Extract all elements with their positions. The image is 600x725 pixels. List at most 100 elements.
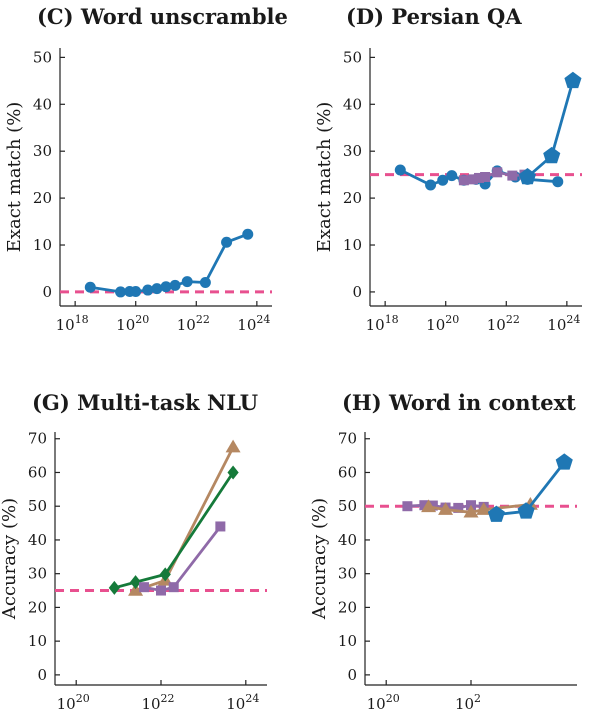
x-tick-label: 1020 bbox=[116, 313, 149, 334]
y-tick-label: 40 bbox=[338, 531, 357, 549]
y-axis-label: Exact match (%) bbox=[4, 102, 25, 253]
x-tick-power: 20 bbox=[135, 313, 149, 326]
x-tick-power: 18 bbox=[75, 313, 89, 326]
x-tick-power: 22 bbox=[161, 692, 175, 705]
data-point-circle bbox=[552, 176, 564, 188]
x-tick-label: 1024 bbox=[237, 313, 270, 334]
y-tick-label: 20 bbox=[28, 598, 47, 616]
y-tick-label: 30 bbox=[338, 565, 357, 583]
data-point-circle bbox=[242, 228, 254, 240]
y-tick-label: 30 bbox=[33, 142, 52, 160]
y-axis-label: Accuracy (%) bbox=[0, 498, 20, 620]
data-point-triangle bbox=[128, 583, 144, 596]
data-point-diamond bbox=[227, 465, 239, 480]
x-tick-base: 10 bbox=[56, 316, 75, 334]
data-point-circle bbox=[425, 179, 437, 191]
chart-title: (C) Word unscramble bbox=[37, 4, 288, 29]
y-tick-label: 30 bbox=[28, 565, 47, 583]
x-tick-label: 1022 bbox=[177, 313, 210, 334]
x-tick-label: 1024 bbox=[226, 692, 259, 713]
data-point-circle bbox=[394, 164, 406, 176]
series-diamond bbox=[108, 465, 239, 595]
data-point-square bbox=[492, 167, 503, 178]
x-tick-label: 1022 bbox=[141, 692, 174, 713]
data-point-pentagon bbox=[564, 71, 582, 89]
y-tick-label: 10 bbox=[343, 236, 362, 254]
x-tick-power: 2 bbox=[474, 692, 481, 705]
x-tick-base: 10 bbox=[487, 316, 506, 334]
x-tick-label: 1020 bbox=[426, 313, 459, 334]
data-point-circle bbox=[130, 285, 142, 297]
data-point-square bbox=[215, 521, 226, 532]
data-point-square bbox=[139, 582, 150, 593]
data-point-triangle bbox=[225, 439, 241, 453]
data-point-triangle bbox=[438, 502, 454, 515]
x-tick-label: 1018 bbox=[56, 313, 89, 334]
series-square bbox=[139, 521, 226, 596]
data-point-square bbox=[402, 501, 413, 512]
data-point-square bbox=[453, 502, 464, 513]
x-tick-power: 20 bbox=[445, 313, 459, 326]
data-point-pentagon bbox=[518, 168, 536, 185]
series-pentagon bbox=[487, 453, 573, 522]
data-point-square bbox=[467, 174, 478, 185]
data-point-circle bbox=[437, 174, 449, 186]
series-circle bbox=[84, 228, 254, 298]
y-tick-label: 0 bbox=[347, 666, 357, 684]
y-tick-label: 70 bbox=[28, 430, 47, 448]
y-axis-label: Accuracy (%) bbox=[309, 498, 330, 620]
x-tick-label: 1020 bbox=[367, 692, 400, 713]
x-tick-base: 10 bbox=[426, 316, 445, 334]
data-point-circle bbox=[84, 281, 96, 293]
data-point-square bbox=[474, 172, 485, 183]
chart-title: (H) Word in context bbox=[342, 390, 576, 415]
series-pentagon bbox=[518, 71, 582, 185]
x-tick-power: 24 bbox=[566, 313, 580, 326]
data-point-triangle bbox=[476, 502, 492, 515]
y-tick-label: 20 bbox=[33, 189, 52, 207]
data-point-circle bbox=[181, 276, 193, 288]
y-tick-label: 60 bbox=[338, 463, 357, 481]
data-point-square bbox=[458, 175, 469, 186]
x-tick-base: 10 bbox=[57, 695, 76, 713]
data-point-square bbox=[168, 582, 179, 593]
y-tick-label: 0 bbox=[37, 666, 47, 684]
y-tick-label: 20 bbox=[338, 598, 357, 616]
y-tick-label: 10 bbox=[28, 632, 47, 650]
x-tick-power: 24 bbox=[256, 313, 270, 326]
y-tick-label: 60 bbox=[28, 463, 47, 481]
data-point-circle bbox=[160, 281, 172, 293]
y-tick-label: 0 bbox=[42, 283, 52, 301]
x-tick-base: 10 bbox=[141, 695, 160, 713]
y-tick-label: 0 bbox=[352, 283, 362, 301]
y-tick-label: 10 bbox=[33, 236, 52, 254]
x-tick-label: 1024 bbox=[547, 313, 580, 334]
data-point-pentagon bbox=[487, 505, 505, 522]
data-point-diamond bbox=[129, 575, 142, 590]
data-point-circle bbox=[142, 284, 154, 296]
y-tick-label: 20 bbox=[343, 189, 362, 207]
chart-title: (D) Persian QA bbox=[346, 4, 522, 29]
y-tick-label: 10 bbox=[338, 632, 357, 650]
x-tick-label: 102 bbox=[455, 692, 481, 713]
x-tick-label: 1020 bbox=[57, 692, 90, 713]
data-point-pentagon bbox=[555, 453, 573, 470]
x-tick-power: 20 bbox=[76, 692, 90, 705]
series-line bbox=[135, 446, 235, 592]
data-point-square bbox=[480, 172, 491, 182]
data-point-circle bbox=[446, 170, 458, 182]
data-point-circle bbox=[115, 286, 127, 298]
x-tick-base: 10 bbox=[226, 695, 245, 713]
x-tick-power: 22 bbox=[196, 313, 210, 326]
data-point-square bbox=[419, 500, 430, 511]
data-point-diamond bbox=[159, 567, 171, 582]
x-tick-power: 24 bbox=[245, 692, 259, 705]
x-tick-base: 10 bbox=[367, 695, 386, 713]
y-tick-label: 40 bbox=[28, 531, 47, 549]
y-tick-label: 70 bbox=[338, 430, 357, 448]
y-tick-label: 30 bbox=[343, 142, 362, 160]
x-tick-power: 22 bbox=[506, 313, 520, 326]
